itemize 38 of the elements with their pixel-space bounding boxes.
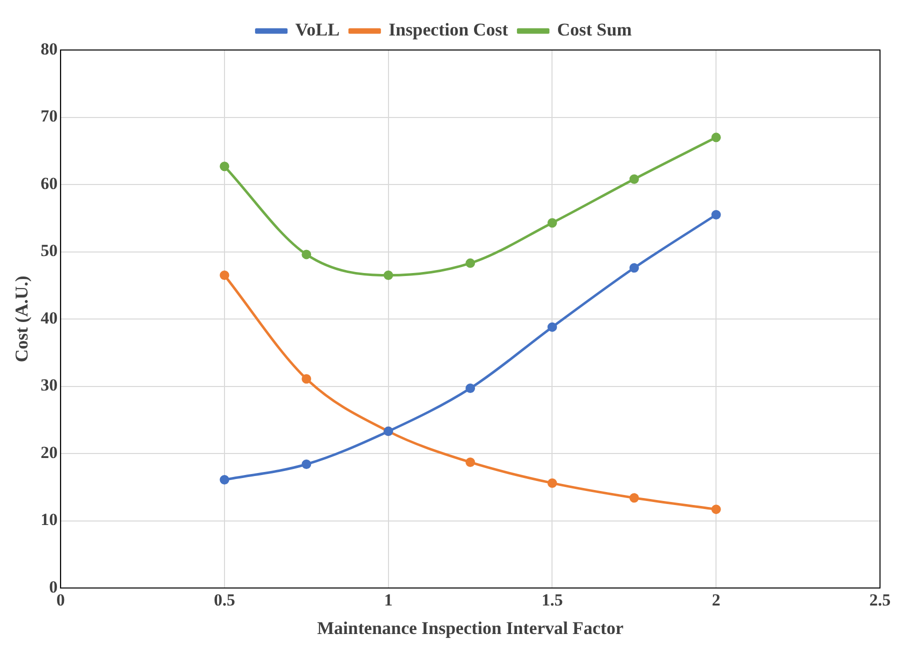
- point: [629, 263, 639, 273]
- y-tick-label: 20: [40, 442, 58, 462]
- point: [220, 474, 230, 484]
- x-tick-label: 0.5: [214, 590, 236, 610]
- y-tick-label: 30: [40, 376, 58, 395]
- x-tick-label: 1: [384, 590, 393, 610]
- point: [384, 270, 394, 280]
- point: [547, 322, 557, 332]
- point: [302, 374, 312, 384]
- point: [711, 504, 721, 514]
- point: [711, 132, 721, 142]
- point: [547, 478, 557, 488]
- point: [220, 162, 230, 172]
- y-axis-title: Cost (A.U.): [11, 276, 32, 362]
- point: [629, 174, 639, 184]
- y-tick-label: 60: [40, 174, 58, 193]
- x-tick-label: 2: [712, 590, 720, 610]
- point: [466, 457, 476, 467]
- x-axis-title: Maintenance Inspection Interval Factor: [317, 618, 624, 638]
- point: [466, 384, 476, 394]
- point: [711, 210, 721, 220]
- y-tick-label: 0: [49, 577, 58, 596]
- legend-label: Cost Sum: [557, 20, 632, 40]
- x-tick-label: 1.5: [542, 590, 563, 610]
- point: [302, 250, 312, 260]
- x-tick-label: 2.5: [869, 590, 891, 610]
- legend-label: Inspection Cost: [388, 20, 508, 40]
- y-tick-label: 40: [40, 308, 58, 328]
- point: [302, 460, 312, 470]
- point: [220, 270, 230, 280]
- point: [466, 258, 476, 268]
- y-tick-label: 80: [40, 39, 58, 58]
- point: [547, 218, 557, 228]
- legend-label: VoLL: [295, 20, 340, 40]
- y-tick-label: 50: [40, 241, 58, 260]
- y-tick-label: 70: [40, 106, 58, 126]
- point: [629, 493, 639, 503]
- y-tick-label: 10: [40, 510, 58, 530]
